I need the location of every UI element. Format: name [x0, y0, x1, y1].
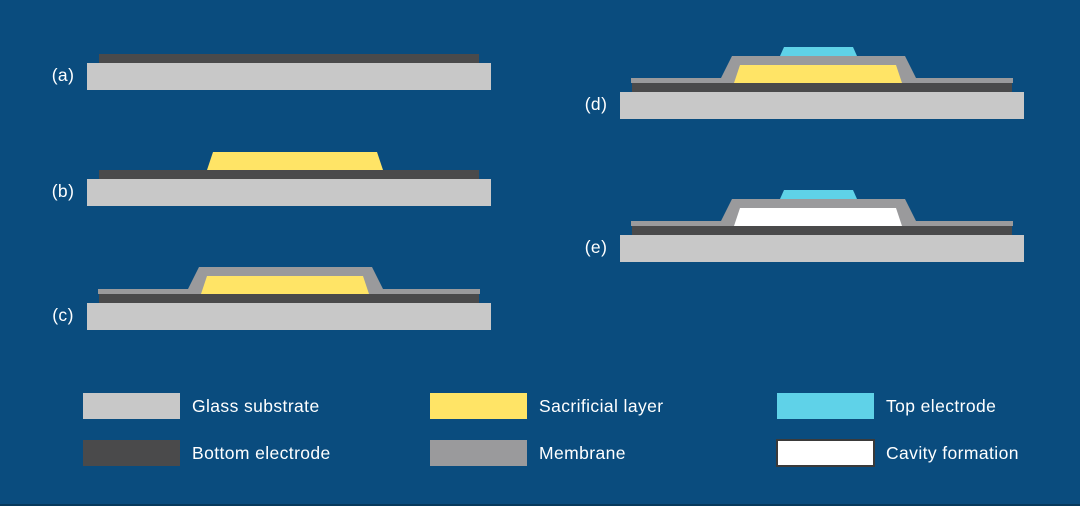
sacrificial-layer-layer	[207, 152, 383, 170]
bottom-electrode-layer	[632, 83, 1012, 92]
legend-swatch-cavity	[776, 439, 875, 467]
step-label: (e)	[585, 237, 608, 257]
step-label: (d)	[585, 94, 608, 114]
glass-substrate-layer	[87, 63, 491, 90]
top-electrode-layer	[780, 190, 857, 199]
legend-item: Glass substrate	[83, 393, 320, 419]
legend-swatch-glass-substrate	[83, 393, 180, 419]
legend: Glass substrate Bottom electrode Sacrifici…	[83, 393, 1019, 467]
cavity-layer	[734, 208, 902, 226]
bottom-electrode-layer	[99, 54, 479, 63]
process-step-b: (b)	[52, 152, 491, 206]
process-step-c: (c)	[52, 267, 491, 330]
legend-label: Top electrode	[886, 396, 996, 416]
legend-swatch-top-electrode	[777, 393, 874, 419]
glass-substrate-layer	[620, 92, 1024, 119]
process-step-a: (a)	[52, 54, 491, 90]
legend-item: Membrane	[430, 440, 626, 466]
legend-swatch-sacrificial-layer	[430, 393, 527, 419]
legend-label: Cavity formation	[886, 443, 1019, 463]
glass-substrate-layer	[620, 235, 1024, 262]
legend-item: Top electrode	[777, 393, 996, 419]
step-label: (a)	[52, 65, 75, 85]
process-step-e: (e)	[585, 190, 1024, 262]
top-electrode-layer	[780, 47, 857, 56]
glass-substrate-layer	[87, 179, 491, 206]
glass-substrate-layer	[87, 303, 491, 330]
step-label: (b)	[52, 181, 75, 201]
legend-label: Glass substrate	[192, 396, 320, 416]
bottom-electrode-layer	[99, 294, 479, 303]
sacrificial-layer-layer	[734, 65, 902, 83]
step-label: (c)	[52, 305, 74, 325]
bottom-edge	[0, 504, 1080, 506]
legend-label: Sacrificial layer	[539, 396, 663, 416]
legend-swatch-membrane	[430, 440, 527, 466]
sacrificial-layer-layer	[201, 276, 369, 294]
legend-item: Sacrificial layer	[430, 393, 663, 419]
legend-label: Bottom electrode	[192, 443, 331, 463]
legend-label: Membrane	[539, 443, 626, 463]
legend-item: Cavity formation	[776, 439, 1019, 467]
legend-swatch-bottom-electrode	[83, 440, 180, 466]
bottom-electrode-layer	[632, 226, 1012, 235]
bottom-electrode-layer	[99, 170, 479, 179]
legend-item: Bottom electrode	[83, 440, 331, 466]
process-step-d: (d)	[585, 47, 1024, 119]
